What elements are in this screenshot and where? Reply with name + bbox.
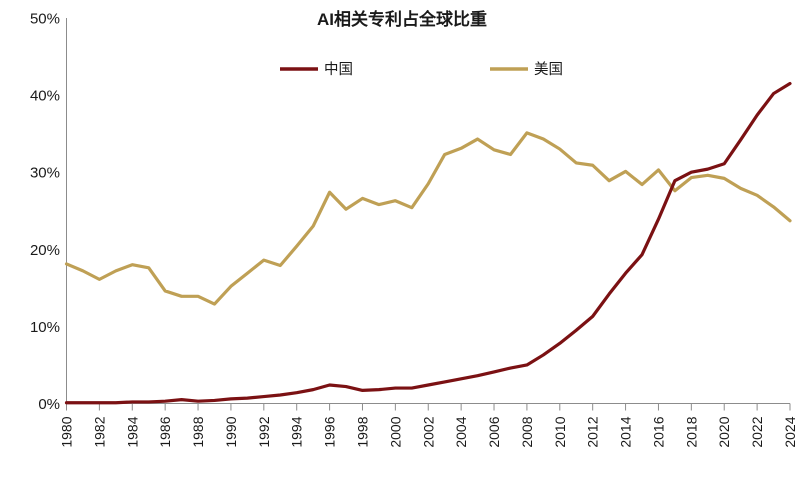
x-axis-tick-label: 2022 — [749, 416, 765, 447]
y-axis-tick-label: 0% — [38, 396, 60, 413]
x-axis-tick-label: 2014 — [618, 416, 634, 447]
y-axis-tick-label: 10% — [30, 319, 60, 336]
x-axis-tick-label: 1994 — [289, 416, 305, 447]
x-axis-tick-label: 2018 — [683, 416, 699, 447]
x-axis-tick-label: 1996 — [322, 416, 338, 447]
x-axis-tick-label: 2020 — [716, 416, 732, 447]
legend-label-usa: 美国 — [534, 61, 563, 78]
x-axis-tick-label: 2010 — [552, 416, 568, 447]
x-axis-tick-label: 1980 — [59, 416, 75, 447]
chart-title: AI相关专利占全球比重 — [317, 9, 487, 29]
y-axis-tick-label: 50% — [30, 11, 60, 28]
x-axis-tick-label: 2002 — [420, 416, 436, 447]
x-axis-tick-label: 1990 — [223, 416, 239, 447]
y-axis-tick-label: 30% — [30, 165, 60, 182]
y-axis-tick-label: 40% — [30, 88, 60, 105]
legend-label-china: 中国 — [324, 61, 353, 78]
x-axis-tick-label: 2006 — [486, 416, 502, 447]
x-axis-tick-label: 2012 — [585, 416, 601, 447]
x-axis-tick-label: 2000 — [387, 416, 403, 447]
x-axis-tick-label: 1988 — [190, 416, 206, 447]
x-axis-tick-label: 2024 — [782, 416, 798, 447]
x-axis-tick-label: 2004 — [453, 416, 469, 447]
x-axis-tick-label: 1984 — [124, 416, 140, 447]
x-axis-tick-label: 2008 — [519, 416, 535, 447]
x-axis-tick-label: 1992 — [256, 416, 272, 447]
x-axis-tick-label: 1982 — [91, 416, 107, 447]
x-axis-tick-label: 1998 — [354, 416, 370, 447]
x-axis-tick-label: 1986 — [157, 416, 173, 447]
y-axis-tick-label: 20% — [30, 242, 60, 259]
x-axis-tick-label: 2016 — [650, 416, 666, 447]
